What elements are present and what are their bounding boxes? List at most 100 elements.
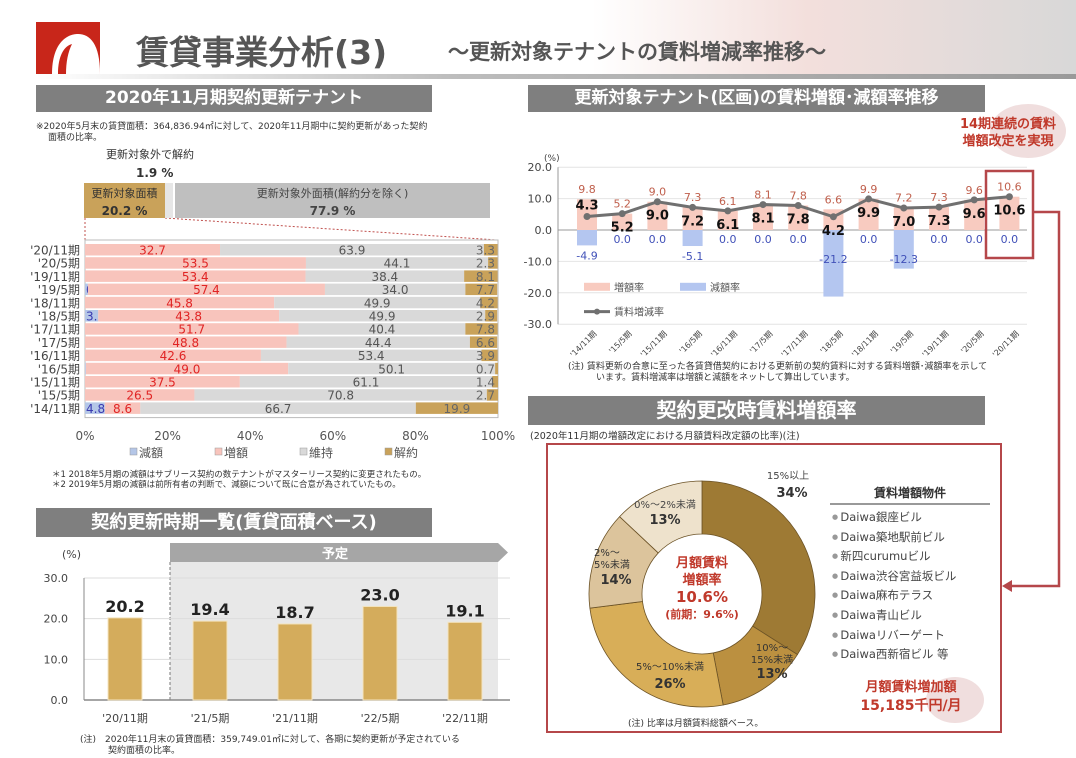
section-title-renewal: 2020年11月期契約更新テナント <box>36 85 432 112</box>
bar-segment-増額 <box>98 310 280 322</box>
category-label: '18/11期 <box>30 296 80 310</box>
donut-center-label: 月額賃料 増額率 10.6% (前期：9.6%) <box>642 555 762 623</box>
bullet-icon: ● <box>832 630 841 639</box>
bullet-icon: ● <box>832 591 841 600</box>
property-list-item: ● Daiwa築地駅前ビル <box>832 528 956 548</box>
increase-bar <box>999 196 1020 230</box>
decrease-label: 0.0 <box>1001 233 1019 246</box>
decrease-label: 0.0 <box>860 233 878 246</box>
legend-label: 解約 <box>394 445 418 460</box>
slice-category-label: 2%～ <box>594 548 620 559</box>
category-label: '15/11期 <box>30 376 80 390</box>
trend-note-line1: (注) 賃料更新の合意に至った各賃貸借契約における更新前の契約賃料に対する賃料増… <box>568 362 988 372</box>
net-change-marker <box>583 212 591 220</box>
data-label: 53.4 <box>182 270 209 284</box>
x-tick-label: 100% <box>481 429 515 443</box>
bar-segment-減額 <box>85 402 105 414</box>
x-tick-label: '18/5期 <box>819 329 845 355</box>
amount-block: 月額賃料増加額 15,185千円/月 <box>836 679 986 715</box>
slice-category-label: 15%以上 <box>767 470 809 482</box>
net-change-label: 4.3 <box>575 198 598 213</box>
target-area-segment: 更新対象面積 20.2 % <box>84 183 165 218</box>
net-change-marker <box>970 196 978 204</box>
y-tick-label: 0.0 <box>51 694 69 707</box>
data-label: 8.6 <box>113 402 132 416</box>
net-change-marker <box>653 198 661 206</box>
donut-slice <box>619 480 703 554</box>
data-label: 57.4 <box>193 283 220 297</box>
category-label: '17/5期 <box>38 336 80 350</box>
legend-label: 維持 <box>309 445 333 460</box>
bar-segment-維持 <box>140 402 416 414</box>
y-tick-label: 10.0 <box>528 193 553 206</box>
data-label: 49.9 <box>369 310 396 324</box>
y-axis-unit: (%) <box>62 548 81 561</box>
x-tick-label: 60% <box>319 429 346 443</box>
schedule-note-line2: 契約面積の比率。 <box>108 746 181 756</box>
bar-segment-解約 <box>485 310 498 322</box>
legend-swatch <box>680 282 706 291</box>
renewal-note: ※2020年5月末の賃貸面積：364,836.94㎡に対して、2020年11月期… <box>36 122 427 144</box>
x-tick-label: '20/11期 <box>102 712 148 725</box>
footnote-1: ＊1 2018年5月期の減額はサブリース契約の数テナントがマスターリース契約に変… <box>52 470 427 480</box>
x-tick-label: '17/5期 <box>748 329 774 355</box>
increase-note: (注) 比率は月額賃料総額ベース。 <box>628 719 764 729</box>
bar-segment-維持 <box>194 389 487 401</box>
net-change-marker <box>794 202 802 210</box>
net-change-label: 7.3 <box>927 214 950 229</box>
net-change-label: 6.1 <box>716 218 739 233</box>
increase-label: 6.1 <box>719 195 737 208</box>
property-name: Daiwa銀座ビル <box>840 510 922 525</box>
slice-category-label: 15%未満 <box>751 654 793 666</box>
bar-segment-解約 <box>492 376 498 388</box>
cancel-label: 更新対象外で解約 <box>106 148 194 161</box>
bar-segment-増額 <box>85 257 306 269</box>
category-label: '15/5期 <box>38 389 80 403</box>
decrease-label: 0.0 <box>965 233 983 246</box>
slice-category-label: 0%～2%未満 <box>634 499 696 511</box>
renewal-stacked-bar-chart: '20/11期 32.7 63.9 3.3 '20/5期 53.5 44.1 2.3 '19/1… <box>30 239 515 460</box>
data-label: 34.0 <box>382 283 409 297</box>
decrease-label: 0.0 <box>649 233 667 246</box>
data-label: 53.4 <box>358 349 385 363</box>
bullet-icon: ● <box>832 552 841 561</box>
bar-segment-維持 <box>305 257 489 269</box>
section-title-schedule: 契約更新時期一覧(賃貸面積ベース) <box>36 508 432 537</box>
decrease-label: 0.0 <box>930 233 948 246</box>
property-list-item: ● Daiwa銀座ビル <box>832 508 956 528</box>
planned-banner <box>170 543 508 562</box>
data-label: 4.2 <box>476 296 495 310</box>
property-name: 新四curumuビル <box>840 549 931 564</box>
slice-value-label: 14% <box>600 573 631 588</box>
increase-bar <box>788 205 809 230</box>
highlight-box <box>984 169 1035 260</box>
other-area-segment: 更新対象外面積(解約分を除く) 77.9 % <box>175 183 490 218</box>
renewal-note-line2: 面積の比率。 <box>48 133 103 143</box>
slice-value-label: 34% <box>776 486 807 501</box>
data-label: 44.1 <box>384 257 411 271</box>
highlight-line2: 増額改定を実現 <box>962 134 1054 149</box>
net-change-label: 9.9 <box>857 206 880 221</box>
header-gradient <box>0 0 1076 78</box>
bar-segment-解約 <box>488 257 498 269</box>
bar-segment-解約 <box>486 389 498 401</box>
x-tick-label: '18/11期 <box>850 329 880 359</box>
increase-label: 7.2 <box>895 191 913 204</box>
trend-note-line2: います。賃料増減率は増額と減額をネットして算出しています。 <box>596 373 855 383</box>
x-tick-label: 20% <box>154 429 181 443</box>
x-tick-label: '16/5期 <box>678 329 704 355</box>
slice-category-label: 5%未満 <box>594 559 630 571</box>
bar <box>277 623 313 701</box>
net-change-marker <box>865 195 873 203</box>
slice-category-label: 5%～10%未満 <box>636 661 704 673</box>
net-change-label: 7.8 <box>787 213 810 228</box>
y-tick-label: -20.0 <box>524 287 552 300</box>
decrease-bar <box>577 230 597 246</box>
bar-segment-増額 <box>85 244 221 256</box>
property-list-item: ● Daiwa青山ビル <box>832 606 956 626</box>
property-list-item: ● Daiwa麻布テラス <box>832 586 956 606</box>
section-title-trend: 更新対象テナント(区画)の賃料増額･減額率推移 <box>528 85 985 112</box>
increase-label: 7.3 <box>684 191 702 204</box>
bar-segment-増額 <box>85 376 240 388</box>
data-label: 49.9 <box>364 296 391 310</box>
